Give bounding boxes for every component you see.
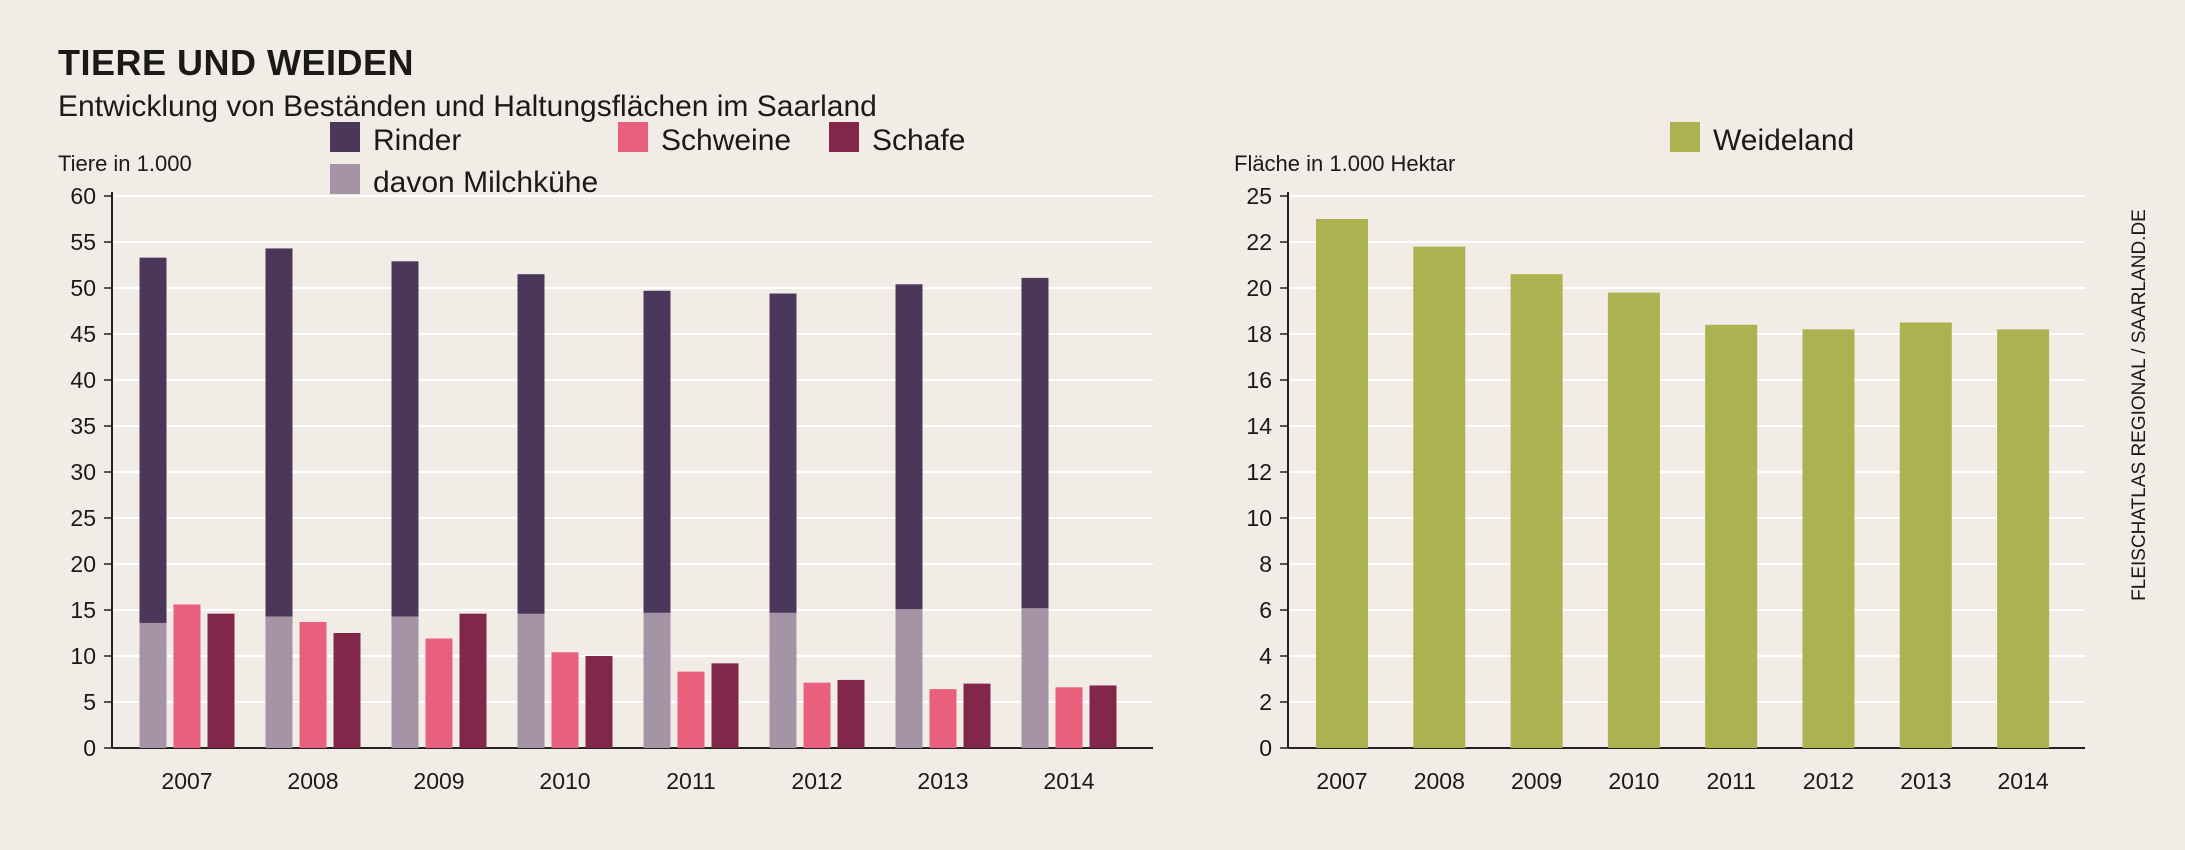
bar-milchkuehe-2014 xyxy=(1021,608,1049,748)
bar-weideland-2007 xyxy=(1316,219,1368,748)
bar-schafe-2014 xyxy=(1089,685,1117,748)
bar-schafe-2010 xyxy=(585,656,613,748)
legend-rinder-label: Rinder xyxy=(373,124,461,157)
left-y-tick-label: 15 xyxy=(70,597,96,623)
legend-schafe-label: Schafe xyxy=(872,124,965,157)
bar-milchkuehe-2009 xyxy=(391,616,419,748)
left-x-tick-label: 2012 xyxy=(791,768,842,794)
bar-schafe-2007 xyxy=(207,613,235,748)
bar-schafe-2013 xyxy=(963,683,991,748)
pasture-chart: 0 2 4 6 8 10 12 14 16 18 20 22 25 Fläche in 1.000 Hek… xyxy=(1234,122,2085,794)
right-y-tick-label: 22 xyxy=(1246,229,1272,255)
legend-milchkuehe-swatch xyxy=(330,164,360,194)
right-y-tick-label: 12 xyxy=(1246,459,1272,485)
left-y-tick-label: 20 xyxy=(70,551,96,577)
right-y-tick-label: 10 xyxy=(1246,505,1272,531)
bar-weideland-2009 xyxy=(1510,274,1563,748)
left-x-tick-label: 2014 xyxy=(1043,768,1094,794)
bar-weideland-2013 xyxy=(1899,322,1952,748)
bar-schafe-2012 xyxy=(837,679,865,748)
legend-milchkuehe-label: davon Milchkühe xyxy=(373,166,598,199)
legend-schweine-swatch xyxy=(618,122,648,152)
right-x-tick-label: 2013 xyxy=(1900,768,1951,794)
right-y-tick-label: 16 xyxy=(1246,367,1272,393)
bar-weideland-2010 xyxy=(1607,292,1660,748)
right-y-tick-label: 18 xyxy=(1246,321,1272,347)
right-y-tick-label: 0 xyxy=(1259,735,1272,761)
bar-schweine-2008 xyxy=(299,621,327,748)
left-y-tick-label: 10 xyxy=(70,643,96,669)
bar-weideland-2012 xyxy=(1802,329,1855,748)
left-y-tick-label: 0 xyxy=(83,735,96,761)
left-x-tick-label: 2008 xyxy=(287,768,338,794)
legend-weideland-swatch xyxy=(1670,122,1700,152)
bar-milchkuehe-2013 xyxy=(895,609,923,748)
right-x-tick-label: 2011 xyxy=(1706,768,1755,794)
bar-schafe-2008 xyxy=(333,633,361,748)
left-x-tick-label: 2011 xyxy=(666,768,715,794)
left-y-tick-label: 40 xyxy=(70,367,96,393)
bar-schweine-2011 xyxy=(677,671,705,748)
left-y-axis-label: Tiere in 1.000 xyxy=(58,151,192,176)
page-title: TIERE UND WEIDEN xyxy=(58,42,415,83)
bar-weideland-2011 xyxy=(1705,324,1758,748)
left-x-tick-label: 2009 xyxy=(413,768,464,794)
bar-milchkuehe-2008 xyxy=(265,616,293,748)
left-y-tick-label: 5 xyxy=(83,689,96,715)
right-y-tick-label: 25 xyxy=(1246,183,1272,209)
legend-rinder-swatch xyxy=(330,122,360,152)
page-subtitle: Entwicklung von Beständen und Haltungsfl… xyxy=(58,90,877,123)
left-y-tick-label: 60 xyxy=(70,183,96,209)
bar-weideland-2008 xyxy=(1413,246,1466,748)
left-x-tick-label: 2007 xyxy=(161,768,212,794)
legend-schweine-label: Schweine xyxy=(661,124,791,157)
livestock-chart: 0 5 10 15 20 25 30 35 40 45 50 55 60 Tiere in 1.000 20… xyxy=(58,122,1153,794)
left-y-tick-label: 30 xyxy=(70,459,96,485)
left-y-tick-label: 25 xyxy=(70,505,96,531)
bar-milchkuehe-2012 xyxy=(769,612,797,748)
bar-schweine-2010 xyxy=(551,652,579,748)
bar-schweine-2009 xyxy=(425,638,453,748)
bar-weideland-2014 xyxy=(1997,329,2050,748)
right-x-tick-label: 2010 xyxy=(1608,768,1659,794)
right-y-tick-label: 14 xyxy=(1246,413,1272,439)
right-y-tick-label: 8 xyxy=(1259,551,1272,577)
legend-schafe-swatch xyxy=(829,122,859,152)
left-y-tick-label: 50 xyxy=(70,275,96,301)
bar-schweine-2013 xyxy=(929,689,957,748)
bar-schafe-2009 xyxy=(459,613,487,748)
legend-weideland-label: Weideland xyxy=(1713,124,1854,157)
right-x-tick-label: 2012 xyxy=(1803,768,1854,794)
bar-milchkuehe-2011 xyxy=(643,612,671,748)
bar-schweine-2012 xyxy=(803,682,831,748)
bar-schweine-2014 xyxy=(1055,687,1083,748)
right-y-tick-label: 6 xyxy=(1259,597,1272,623)
bar-milchkuehe-2007 xyxy=(139,622,167,748)
right-x-tick-label: 2009 xyxy=(1511,768,1562,794)
right-x-tick-label: 2008 xyxy=(1414,768,1465,794)
right-y-tick-label: 2 xyxy=(1259,689,1272,715)
bar-schweine-2007 xyxy=(173,604,201,748)
right-x-tick-label: 2007 xyxy=(1316,768,1367,794)
right-y-tick-label: 20 xyxy=(1246,275,1272,301)
right-y-tick-label: 4 xyxy=(1259,643,1272,669)
left-y-tick-label: 45 xyxy=(70,321,96,347)
left-y-tick-label: 55 xyxy=(70,229,96,255)
right-x-tick-label: 2014 xyxy=(1998,768,2049,794)
left-x-tick-label: 2010 xyxy=(539,768,590,794)
bar-milchkuehe-2010 xyxy=(517,613,545,748)
right-y-axis-label: Fläche in 1.000 Hektar xyxy=(1234,151,1455,176)
left-x-tick-label: 2013 xyxy=(917,768,968,794)
left-y-tick-label: 35 xyxy=(70,413,96,439)
bar-schafe-2011 xyxy=(711,663,739,748)
